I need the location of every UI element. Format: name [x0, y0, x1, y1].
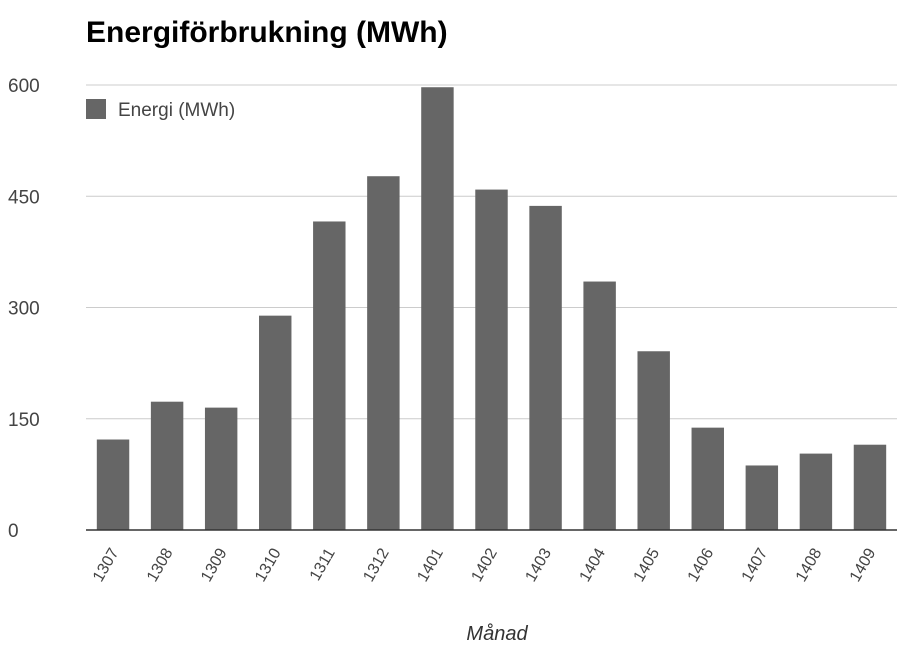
- bar-1409: [853, 444, 887, 530]
- bar-1405: [637, 351, 670, 530]
- x-tick-label: 1408: [793, 545, 826, 584]
- bar-1312: [367, 176, 400, 530]
- x-tick-label: 1404: [577, 545, 610, 584]
- bar-1406: [691, 427, 724, 530]
- bar-1401: [421, 87, 454, 530]
- x-tick-label: 1402: [468, 545, 501, 584]
- x-tick-label: 1312: [360, 545, 393, 584]
- y-axis-ticks: 0 150 300 450 600: [8, 76, 40, 542]
- x-tick-label: 1407: [739, 545, 772, 584]
- legend: Energi (MWh): [86, 99, 235, 121]
- x-tick-label: 1403: [523, 545, 556, 584]
- x-tick-label: 1307: [90, 545, 123, 584]
- x-tick-label: 1311: [307, 545, 339, 583]
- y-tick-label: 450: [8, 187, 40, 208]
- y-tick-label: 150: [8, 410, 40, 431]
- bar-1309: [204, 407, 238, 530]
- x-tick-label: 1308: [144, 545, 177, 584]
- x-tick-label: 1309: [198, 545, 231, 584]
- bar-1408: [799, 453, 833, 530]
- bar-1402: [475, 189, 508, 530]
- bar-1403: [529, 205, 562, 530]
- legend-swatch: [86, 99, 106, 119]
- x-tick-label: 1310: [252, 545, 285, 584]
- chart-title: Energiförbrukning (MWh): [86, 16, 448, 49]
- y-tick-label: 600: [8, 76, 40, 97]
- x-axis-title: Månad: [466, 623, 528, 645]
- x-tick-label: 1406: [685, 545, 718, 584]
- bar-1311: [313, 221, 346, 530]
- x-tick-label: 1405: [631, 545, 664, 584]
- x-axis-ticks: 1307 1308 1309 1310 1311 1312 1401 1402 1403 1404…: [90, 545, 880, 584]
- x-tick-label: 1409: [847, 545, 880, 584]
- bars: [96, 87, 887, 530]
- bar-1307: [96, 439, 130, 530]
- legend-label: Energi (MWh): [118, 100, 235, 121]
- x-tick-label: 1401: [414, 545, 447, 584]
- y-tick-label: 300: [8, 299, 40, 320]
- bar-1308: [150, 401, 184, 530]
- bar-1310: [259, 315, 292, 530]
- bar-1404: [583, 281, 616, 530]
- y-tick-label: 0: [8, 521, 19, 542]
- bar-1407: [745, 465, 779, 530]
